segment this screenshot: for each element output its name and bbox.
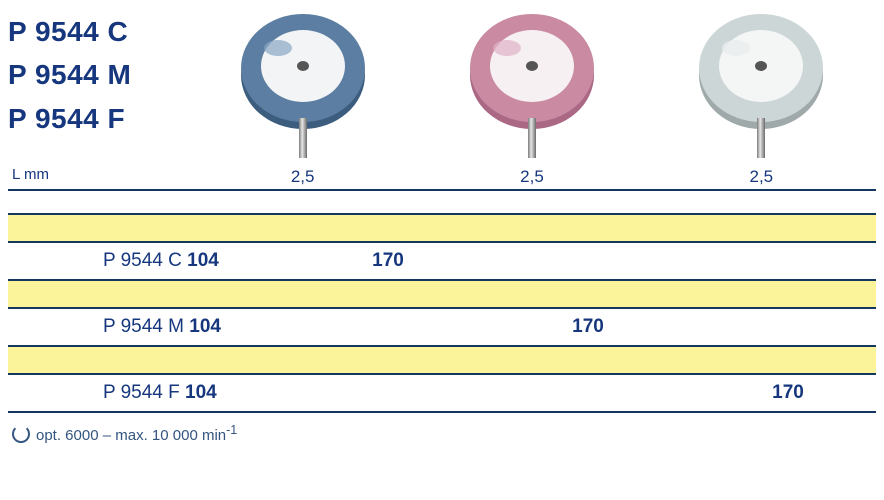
header-row: P 9544 C P 9544 M P 9544 F xyxy=(8,5,876,160)
lmm-label: L mm xyxy=(8,164,188,189)
code-shank: 104 xyxy=(187,250,219,271)
lmm-row: L mm 2,5 2,5 2,5 xyxy=(8,164,876,191)
lmm-value: 2,5 xyxy=(432,167,632,187)
wheel-icon xyxy=(457,10,607,160)
table-row: P 9544 F 104 170 xyxy=(8,373,876,411)
rpm-sup: -1 xyxy=(226,423,237,437)
rpm-label: opt. 6000 – max. 10 000 min xyxy=(36,427,226,444)
cell-value: 170 xyxy=(488,316,688,338)
product-code: P 9544 C 104 xyxy=(8,250,288,272)
wheel-images xyxy=(188,5,876,160)
cell-value xyxy=(488,382,688,404)
rpm-icon xyxy=(12,425,30,443)
table-row-yellow xyxy=(8,213,876,241)
wheel-icon xyxy=(228,10,378,160)
heading-c: P 9544 C xyxy=(8,10,188,53)
cell-value xyxy=(688,250,884,272)
code-prefix: P 9544 C xyxy=(103,250,187,271)
product-code: P 9544 M 104 xyxy=(8,316,288,338)
spec-table: P 9544 C 104 170 P 9544 M 104 170 P xyxy=(8,213,876,448)
heading-f: P 9544 F xyxy=(8,97,188,140)
table-row: P 9544 C 104 170 xyxy=(8,241,876,279)
code-prefix: P 9544 M xyxy=(103,316,189,337)
wheel-blue xyxy=(203,10,403,160)
code-shank: 104 xyxy=(189,316,221,337)
lmm-value: 2,5 xyxy=(203,167,403,187)
cell-value: 170 xyxy=(688,382,884,404)
cell-value xyxy=(288,316,488,338)
cell-value xyxy=(488,250,688,272)
cell-value: 170 xyxy=(288,250,488,272)
heading-m: P 9544 M xyxy=(8,53,188,96)
product-code: P 9544 F 104 xyxy=(8,382,288,404)
wheel-icon xyxy=(686,10,836,160)
code-shank: 104 xyxy=(185,382,217,403)
cell-value xyxy=(288,382,488,404)
code-prefix: P 9544 F xyxy=(103,382,185,403)
rpm-text: opt. 6000 – max. 10 000 min-1 xyxy=(36,423,237,444)
wheel-grey xyxy=(661,10,861,160)
lmm-value: 2,5 xyxy=(661,167,861,187)
rpm-footer: opt. 6000 – max. 10 000 min-1 xyxy=(8,411,876,448)
product-headings: P 9544 C P 9544 M P 9544 F xyxy=(8,5,188,140)
cell-value xyxy=(688,316,884,338)
table-row: P 9544 M 104 170 xyxy=(8,307,876,345)
table-row-yellow xyxy=(8,279,876,307)
wheel-pink xyxy=(432,10,632,160)
table-row-yellow xyxy=(8,345,876,373)
